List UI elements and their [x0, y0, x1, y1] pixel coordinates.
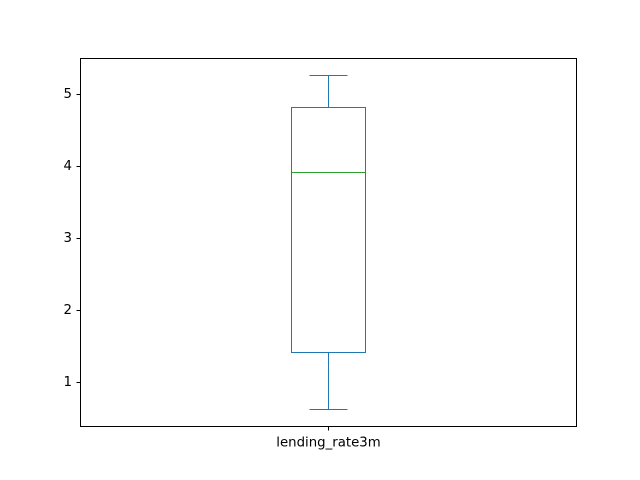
- y-tick-label: 1: [64, 375, 72, 390]
- y-tick-label: 2: [64, 303, 72, 318]
- iqr-box: [291, 107, 366, 353]
- x-axis: lending_rate3m: [276, 426, 381, 451]
- plot-area: [291, 75, 366, 410]
- y-tick-label: 5: [64, 87, 72, 102]
- box-group: [291, 75, 366, 410]
- y-tick-label: 3: [64, 231, 72, 246]
- y-tick-label: 4: [64, 159, 72, 174]
- y-axis: 1 2 3 4 5: [64, 87, 81, 390]
- x-tick-label: lending_rate3m: [276, 436, 380, 451]
